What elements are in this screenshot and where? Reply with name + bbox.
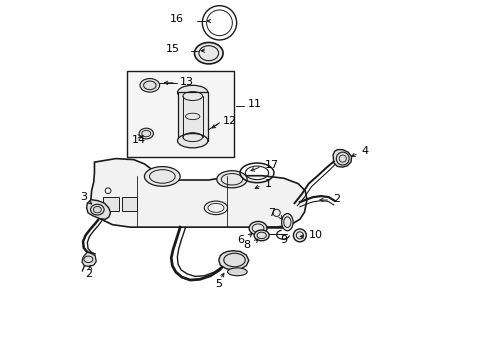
Bar bbox=[122, 197, 137, 211]
Polygon shape bbox=[86, 200, 110, 219]
Ellipse shape bbox=[144, 167, 180, 186]
Text: 15: 15 bbox=[165, 44, 180, 54]
Ellipse shape bbox=[140, 78, 160, 92]
Ellipse shape bbox=[248, 221, 266, 235]
Text: 1: 1 bbox=[264, 179, 271, 189]
Ellipse shape bbox=[177, 85, 207, 100]
Ellipse shape bbox=[194, 42, 223, 64]
Text: 8: 8 bbox=[243, 240, 250, 250]
Text: 16: 16 bbox=[169, 14, 183, 24]
Ellipse shape bbox=[254, 230, 268, 241]
Ellipse shape bbox=[139, 128, 153, 139]
Text: 10: 10 bbox=[308, 230, 322, 240]
Text: 5: 5 bbox=[215, 279, 222, 289]
Text: 6: 6 bbox=[236, 235, 244, 245]
Bar bbox=[177, 93, 207, 141]
Text: 17: 17 bbox=[264, 160, 279, 170]
Bar bbox=[103, 197, 119, 211]
Text: 4: 4 bbox=[361, 147, 368, 157]
Polygon shape bbox=[91, 158, 306, 227]
Polygon shape bbox=[82, 252, 96, 266]
Text: 2: 2 bbox=[332, 194, 340, 203]
Ellipse shape bbox=[281, 213, 292, 231]
Ellipse shape bbox=[216, 171, 246, 188]
Text: 7: 7 bbox=[267, 208, 275, 218]
Polygon shape bbox=[332, 150, 351, 167]
Text: 11: 11 bbox=[247, 99, 261, 109]
Ellipse shape bbox=[90, 204, 104, 215]
Text: 2: 2 bbox=[85, 269, 92, 279]
Polygon shape bbox=[218, 251, 248, 270]
Circle shape bbox=[293, 229, 305, 242]
Bar bbox=[126, 71, 233, 157]
Text: 14: 14 bbox=[132, 135, 146, 145]
Ellipse shape bbox=[177, 134, 207, 148]
Ellipse shape bbox=[227, 268, 246, 276]
Text: 9: 9 bbox=[280, 235, 287, 245]
Text: 13: 13 bbox=[179, 77, 193, 87]
Text: 3: 3 bbox=[80, 192, 87, 202]
Text: 12: 12 bbox=[223, 116, 237, 126]
